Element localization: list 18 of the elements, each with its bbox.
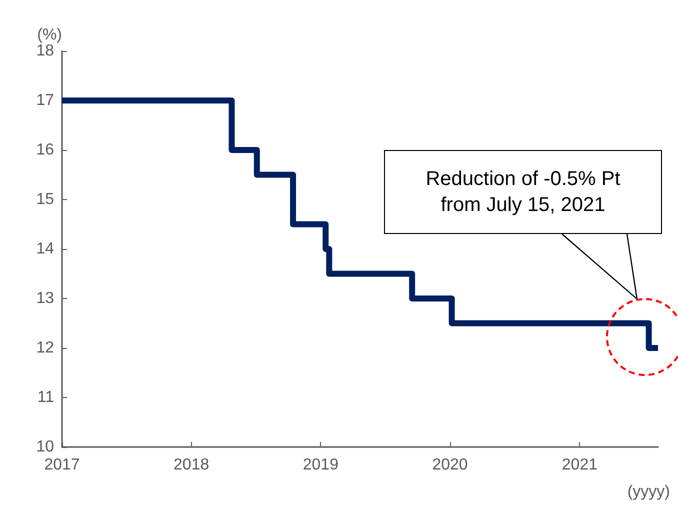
x-tick-label: 2018 <box>174 456 210 474</box>
y-tick-label: 10 <box>36 438 54 456</box>
x-tick-label: 2017 <box>44 456 80 474</box>
x-tick-label: 2019 <box>302 456 339 474</box>
y-tick-label: 13 <box>36 290 54 307</box>
x-axis-title: (yyyy) <box>627 484 670 500</box>
callout: Reduction of -0.5% Pt from July 15, 2021 <box>384 150 662 301</box>
y-tick-label: 14 <box>36 240 54 258</box>
y-tick-label: 17 <box>36 92 54 109</box>
y-tick-label: 16 <box>36 142 54 158</box>
y-tick-label: 12 <box>36 340 54 356</box>
y-tick-label: 11 <box>37 389 54 406</box>
x-tick-label: 2020 <box>432 456 468 474</box>
y-tick-label: 18 <box>36 42 54 60</box>
y-tick-label: 15 <box>36 191 54 208</box>
annotation: Reduction of -0.5% Pt from July 15, 2021 <box>384 150 662 234</box>
y-axis-title: (%) <box>37 26 62 44</box>
x-tick-label: 2021 <box>562 456 598 474</box>
